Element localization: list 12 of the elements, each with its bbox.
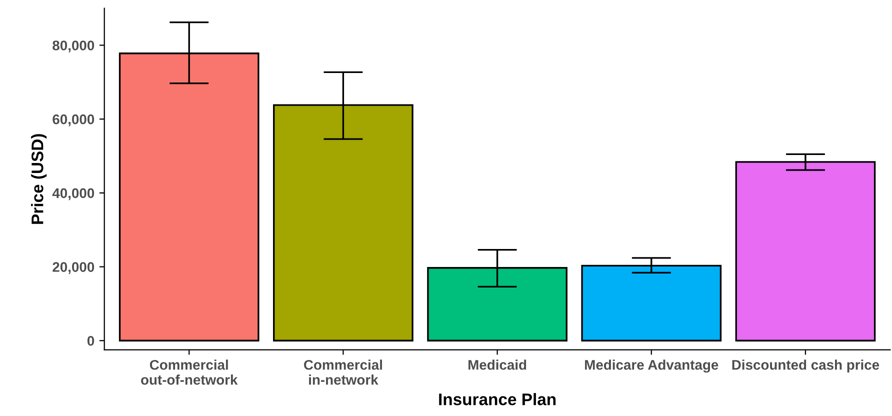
y-axis-title: Price (USD): [31, 134, 47, 224]
x-axis-title: Insurance Plan: [439, 393, 556, 406]
x-tick-label: Medicare Advantage: [585, 360, 718, 373]
x-tick-label: Commercial in-network: [304, 360, 382, 385]
y-tick-label: 0: [87, 336, 94, 346]
x-tick-label: Commercial out-of-network: [141, 360, 238, 385]
y-tick-label: 20,000: [52, 262, 94, 274]
x-tick-label: Medicaid: [468, 360, 526, 370]
y-tick-label: 40,000: [52, 188, 94, 200]
y-tick-label: 60,000: [52, 114, 94, 126]
x-tick-label: Discounted cash price: [732, 360, 880, 373]
y-tick-label: 80,000: [52, 40, 94, 52]
